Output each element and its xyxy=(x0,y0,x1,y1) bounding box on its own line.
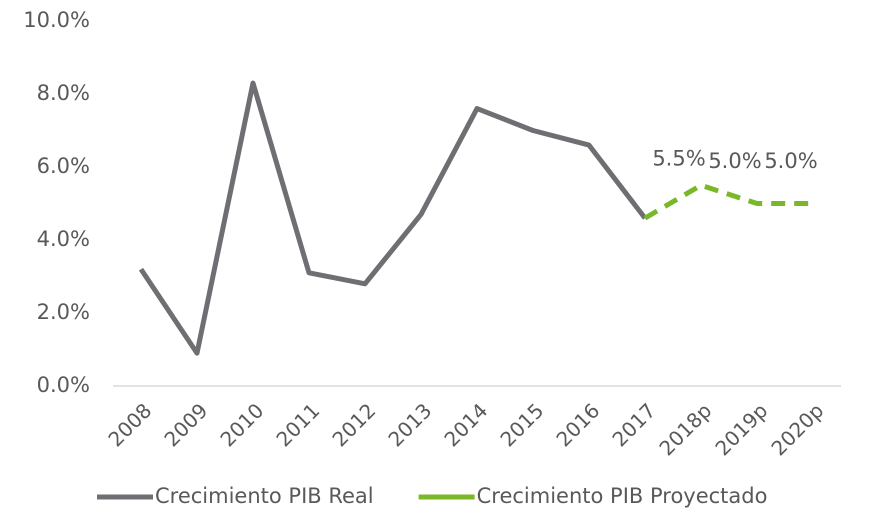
x-tick-label: 2014 xyxy=(439,398,492,451)
y-tick-label: 10.0% xyxy=(23,8,90,32)
y-tick-label: 0.0% xyxy=(37,373,90,397)
y-tick-label: 4.0% xyxy=(37,227,90,251)
x-tick-label: 2017 xyxy=(607,398,660,451)
x-tick-label: 2011 xyxy=(271,398,324,451)
x-tick-label: 2019p xyxy=(710,398,772,460)
x-tick-label: 2020p xyxy=(766,398,828,460)
x-tick-label: 2018p xyxy=(654,398,716,460)
y-tick-label: 6.0% xyxy=(37,154,90,178)
x-tick-label: 2016 xyxy=(551,398,604,451)
data-label: 5.0% xyxy=(764,149,817,173)
x-tick-label: 2010 xyxy=(215,398,268,451)
series-line xyxy=(138,80,647,356)
series-line xyxy=(643,182,813,221)
x-tick-label: 2013 xyxy=(383,398,436,451)
legend-label: Crecimiento PIB Proyectado xyxy=(477,484,768,508)
x-tick-label: 2008 xyxy=(103,398,156,451)
y-tick-label: 8.0% xyxy=(37,81,90,105)
data-label: 5.0% xyxy=(708,149,761,173)
x-tick-label: 2009 xyxy=(159,398,212,451)
legend-label: Crecimiento PIB Real xyxy=(155,484,374,508)
data-label: 5.5% xyxy=(652,146,705,170)
x-tick-label: 2012 xyxy=(327,398,380,451)
y-tick-label: 2.0% xyxy=(37,300,90,324)
x-tick-label: 2015 xyxy=(495,398,548,451)
